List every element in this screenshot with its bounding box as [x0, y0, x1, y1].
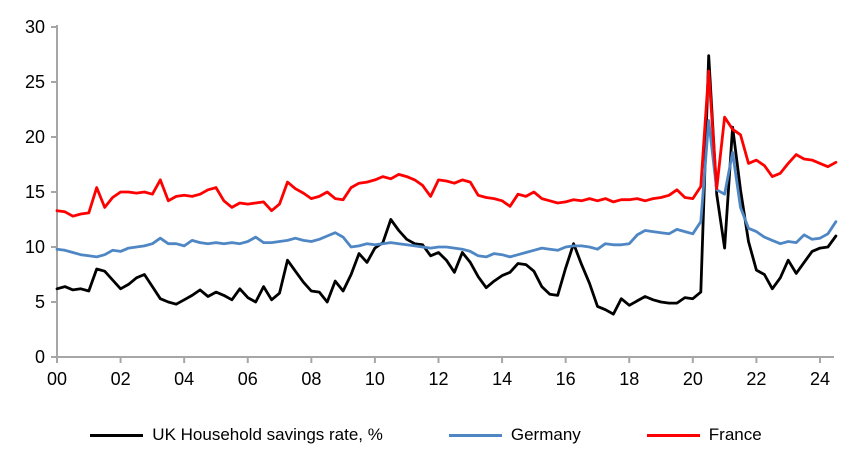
svg-text:08: 08: [301, 369, 321, 389]
svg-text:18: 18: [619, 369, 639, 389]
germany-legend-label: Germany: [510, 425, 581, 444]
france-legend-label: France: [708, 425, 762, 444]
svg-text:24: 24: [810, 369, 830, 389]
svg-text:16: 16: [556, 369, 576, 389]
svg-text:22: 22: [746, 369, 766, 389]
legend-item-france: France: [646, 425, 762, 445]
chart-plot-area: 0 5 10 15 20 25 30 00 02 04 06 08 10 12 14 16 18 20 22 24: [25, 17, 838, 389]
svg-text:5: 5: [35, 292, 45, 312]
svg-text:20: 20: [683, 369, 703, 389]
savings-rate-chart: 0 5 10 15 20 25 30 00 02 04 06 08 10 12 14 16 18 20 22 24: [25, 17, 838, 389]
svg-text:02: 02: [111, 369, 131, 389]
france-line-swatch: [646, 433, 700, 437]
uk-legend-label: UK Household savings rate, %: [152, 425, 383, 444]
svg-text:10: 10: [25, 237, 45, 257]
svg-text:30: 30: [25, 17, 45, 37]
svg-text:00: 00: [47, 369, 67, 389]
svg-text:15: 15: [25, 182, 45, 202]
legend-item-uk: UK Household savings rate, %: [90, 425, 383, 445]
legend-item-germany: Germany: [448, 425, 581, 445]
chart-legend: UK Household savings rate, % Germany Fra…: [0, 425, 852, 445]
svg-text:12: 12: [428, 369, 448, 389]
svg-text:14: 14: [492, 369, 512, 389]
svg-text:25: 25: [25, 72, 45, 92]
svg-text:04: 04: [174, 369, 194, 389]
svg-text:20: 20: [25, 127, 45, 147]
germany-line-swatch: [448, 433, 502, 437]
uk-line-swatch: [90, 433, 144, 437]
svg-text:10: 10: [365, 369, 385, 389]
svg-text:06: 06: [238, 369, 258, 389]
svg-text:0: 0: [35, 347, 45, 367]
